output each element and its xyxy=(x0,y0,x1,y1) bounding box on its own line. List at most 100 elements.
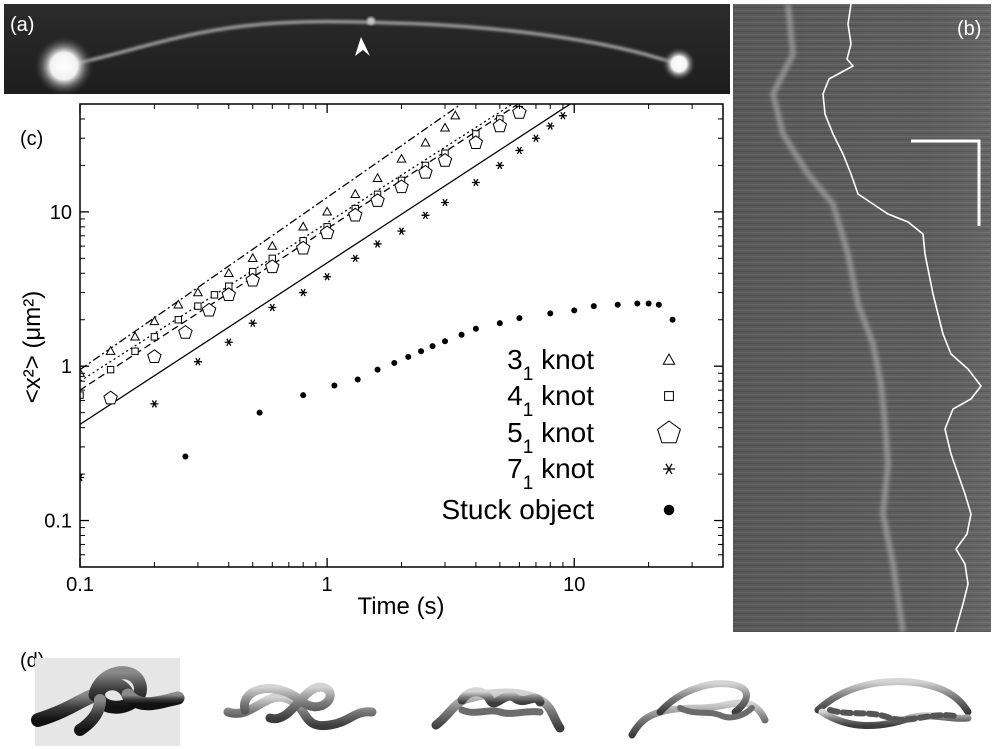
plot-frame xyxy=(79,103,724,568)
legend-label-pentagon: 51 knot xyxy=(507,417,594,458)
point-triangle-12 xyxy=(372,172,383,182)
point-triangle-13 xyxy=(396,153,407,163)
legend-marker-pentagon xyxy=(657,420,681,444)
point-dot-20 xyxy=(645,300,652,307)
legend-marker-triangle xyxy=(662,352,676,365)
point-triangle-3 xyxy=(149,315,160,326)
x-axis-label: Time (s) xyxy=(357,593,444,620)
series-asterisk xyxy=(80,111,567,482)
x-tick-label: 10 xyxy=(563,574,585,596)
point-asterisk-2 xyxy=(193,357,202,366)
series-dot xyxy=(182,300,676,460)
panel-d-knot-renderings: (d) xyxy=(0,640,994,749)
point-triangle-1 xyxy=(105,345,116,355)
point-dot-7 xyxy=(405,353,412,360)
axes: 0.1 1 10 0.1 1 10 xyxy=(44,104,723,596)
y-tick-label: 10 xyxy=(50,202,72,224)
msd-chart: 0.1 1 10 0.1 1 10 Time (s) <x²> (μm²) 31 knot… xyxy=(19,103,724,620)
point-asterisk-18 xyxy=(558,111,567,120)
point-pentagon-5 xyxy=(245,272,260,287)
point-asterisk-4 xyxy=(248,319,257,327)
point-asterisk-7 xyxy=(323,272,332,281)
point-pentagon-0 xyxy=(103,390,118,405)
point-dot-15 xyxy=(547,310,554,317)
point-dot-19 xyxy=(634,300,641,307)
point-square-1 xyxy=(106,365,115,374)
point-dot-11 xyxy=(458,331,465,338)
panel-a-label: (a) xyxy=(10,14,35,36)
point-pentagon-12 xyxy=(418,164,433,179)
point-dot-8 xyxy=(418,348,425,355)
point-triangle-8 xyxy=(267,240,278,250)
knot-spot xyxy=(367,17,375,25)
point-dot-14 xyxy=(516,315,523,322)
point-square-4 xyxy=(174,316,183,324)
series-pentagon xyxy=(103,104,527,405)
fit-lines xyxy=(80,104,572,425)
point-asterisk-6 xyxy=(299,288,308,297)
point-dot-0 xyxy=(182,453,189,460)
point-asterisk-11 xyxy=(421,211,430,220)
point-pentagon-1 xyxy=(147,349,162,363)
panel-c-msd-plot: 0.1 1 10 0.1 1 10 Time (s) <x²> (μm²) 31 knot… xyxy=(0,92,733,632)
knot-illustrations xyxy=(31,658,972,746)
bead-right xyxy=(662,47,696,81)
point-pentagon-3 xyxy=(201,302,217,317)
point-pentagon-11 xyxy=(394,179,409,194)
point-asterisk-3 xyxy=(224,338,233,347)
legend-marker-dot xyxy=(663,504,675,516)
point-square-5 xyxy=(194,302,202,310)
point-asterisk-17 xyxy=(546,122,555,130)
point-triangle-15 xyxy=(439,122,451,132)
point-pentagon-6 xyxy=(265,259,280,274)
tracked-position-line xyxy=(822,3,983,633)
panel-b-label: (b) xyxy=(957,18,982,40)
point-triangle-11 xyxy=(350,188,361,198)
legend-label-triangle: 31 knot xyxy=(507,344,594,385)
point-dot-18 xyxy=(614,301,621,308)
point-asterisk-9 xyxy=(373,240,382,248)
legend-label-square: 41 knot xyxy=(507,380,594,421)
point-asterisk-1 xyxy=(150,400,159,408)
point-dot-22 xyxy=(669,316,676,323)
legend-marker-square xyxy=(664,391,674,401)
point-pentagon-2 xyxy=(178,324,193,339)
point-pentagon-9 xyxy=(348,207,363,222)
point-square-2 xyxy=(131,347,139,355)
point-dot-9 xyxy=(429,343,436,350)
point-pentagon-10 xyxy=(370,193,385,207)
legend-label-dot: Stuck object xyxy=(441,494,594,525)
point-asterisk-0 xyxy=(80,473,84,482)
knot-cinquefoil xyxy=(431,687,565,733)
knot-twisted-loop xyxy=(814,678,972,729)
point-asterisk-5 xyxy=(268,303,277,312)
panel-c-label: (c) xyxy=(20,128,44,150)
filament-path xyxy=(63,19,680,68)
point-asterisk-8 xyxy=(351,254,360,263)
legend-label-asterisk: 71 knot xyxy=(507,453,594,494)
point-triangle-6 xyxy=(223,267,234,277)
point-dot-2 xyxy=(300,392,307,399)
panel-a-image xyxy=(4,4,730,96)
panel-b-kymograph: (b) xyxy=(733,3,991,633)
point-dot-16 xyxy=(571,307,578,314)
x-tick-label: 1 xyxy=(322,574,333,596)
point-dot-1 xyxy=(256,409,263,416)
point-pentagon-14 xyxy=(468,135,484,149)
point-asterisk-16 xyxy=(531,134,540,143)
y-tick-label: 1 xyxy=(61,356,72,378)
fit-line-dash-dot xyxy=(80,104,463,371)
point-asterisk-13 xyxy=(471,178,480,187)
data-points xyxy=(80,104,676,482)
point-triangle-4 xyxy=(173,299,184,309)
point-asterisk-14 xyxy=(495,161,504,170)
y-axis-label: <x²> (μm²) xyxy=(19,291,46,404)
point-asterisk-10 xyxy=(397,227,406,235)
point-asterisk-12 xyxy=(441,198,450,207)
point-asterisk-15 xyxy=(515,146,524,155)
fit-line-solid xyxy=(80,104,572,425)
knot-photo xyxy=(31,658,185,746)
scale-bar xyxy=(911,139,981,226)
point-dot-21 xyxy=(655,301,662,308)
